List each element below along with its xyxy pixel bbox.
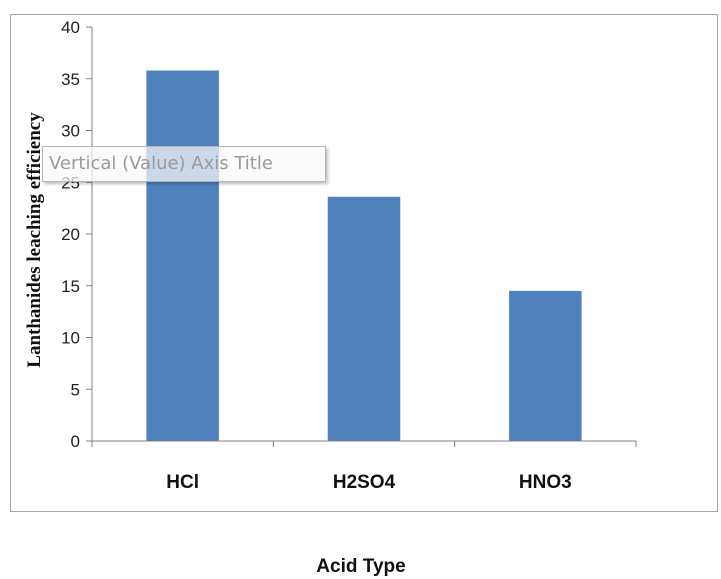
x-tick-label: H2SO4: [333, 472, 396, 493]
x-tick-label: HNO3: [519, 472, 572, 493]
y-tick-label: 35: [61, 70, 80, 89]
y-tick-label: 30: [61, 122, 80, 141]
y-tick-label: 20: [61, 225, 80, 244]
y-tick-label: 15: [61, 277, 80, 296]
y-tick-label: 40: [61, 18, 80, 37]
axis-title-tooltip: Vertical (Value) Axis Title: [42, 146, 326, 182]
bars: [146, 70, 582, 441]
x-axis-title: Acid Type: [316, 556, 405, 577]
y-axis-title[interactable]: Lanthanides leaching efficiency: [24, 112, 45, 368]
bar-hno3[interactable]: [509, 290, 582, 441]
y-tick-label: 10: [61, 329, 80, 348]
y-tick-label: 5: [71, 380, 80, 399]
x-axis-tick-labels: HCl H2SO4 HNO3: [166, 472, 571, 493]
x-axis-ticks: [91, 441, 637, 447]
bar-hcl[interactable]: [146, 70, 219, 441]
x-tick-label: HCl: [166, 472, 199, 493]
y-tick-label: 0: [71, 432, 80, 451]
bar-h2so4[interactable]: [327, 196, 401, 441]
